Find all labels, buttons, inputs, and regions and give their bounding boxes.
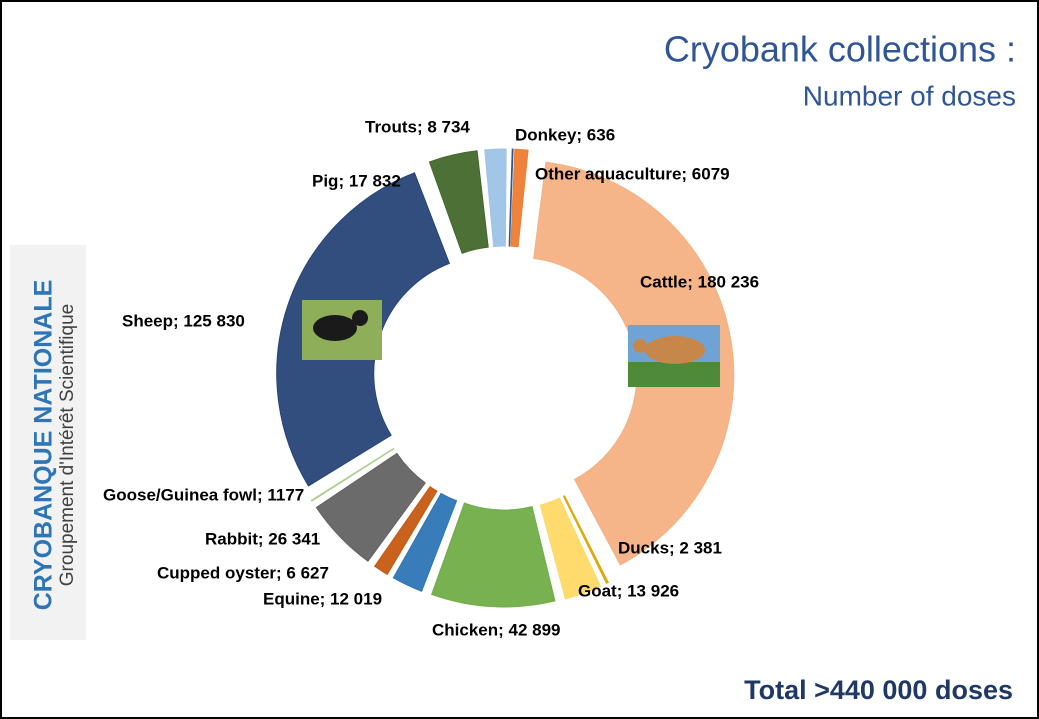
slice-label: Chicken; 42 899 — [432, 620, 561, 639]
logo-tagline: Groupement d'Intérêt Scientifique — [57, 304, 78, 586]
logo-name: CRYOBANQUE NATIONALE — [30, 280, 58, 611]
slice-label: Cupped oyster; 6 627 — [157, 563, 329, 582]
slice — [315, 452, 426, 562]
slice — [392, 492, 458, 592]
title: Cryobank collections : — [664, 29, 1016, 70]
total: Total >440 000 doses — [744, 675, 1013, 705]
slice-label: Equine; 12 019 — [263, 589, 382, 608]
sheep-photo — [302, 300, 382, 360]
slice-label: Pig; 17 832 — [312, 171, 401, 190]
slice-label: Donkey; 636 — [515, 125, 615, 144]
slice — [431, 502, 556, 608]
slice-label: Ducks; 2 381 — [618, 538, 722, 557]
cattle-photo — [628, 325, 720, 387]
slice — [539, 497, 601, 600]
slice-label: Sheep; 125 830 — [122, 311, 245, 330]
slice — [310, 447, 395, 502]
slice-label: Rabbit; 26 341 — [205, 529, 320, 548]
slice-label: Trouts; 8 734 — [365, 117, 470, 136]
slice — [373, 485, 438, 576]
slice-label: Goose/Guinea fowl; 1177 — [103, 485, 304, 504]
slice — [510, 148, 529, 248]
slice — [484, 148, 507, 248]
slice — [562, 495, 609, 584]
slice-label: Goat; 13 926 — [578, 581, 679, 600]
slice-label: Cattle; 180 236 — [640, 272, 759, 291]
slice — [428, 150, 489, 254]
slice — [533, 161, 735, 566]
slice-label: Other aquaculture; 6079 — [535, 164, 730, 183]
logo-bg — [10, 245, 86, 640]
subtitle: Number of doses — [803, 80, 1016, 111]
slice — [508, 148, 514, 247]
